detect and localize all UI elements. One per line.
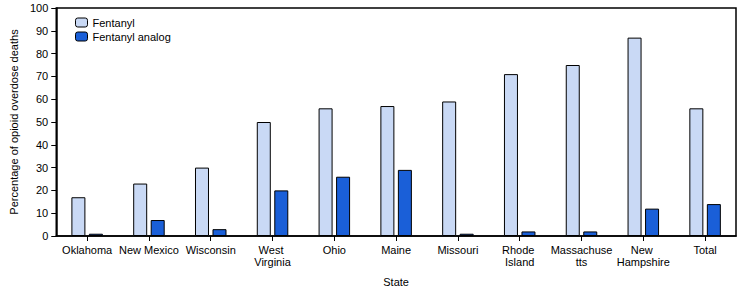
svg-text:0: 0 [42,230,48,242]
svg-text:Fentanyl: Fentanyl [93,17,135,29]
svg-text:Percentage of opioid overdose: Percentage of opioid overdose deaths [8,29,20,215]
svg-text:tts: tts [576,256,588,268]
svg-text:State: State [383,276,409,288]
svg-text:100: 100 [30,2,48,14]
svg-text:Hampshire: Hampshire [617,256,670,268]
svg-text:40: 40 [36,139,48,151]
svg-text:Island: Island [505,256,534,268]
svg-text:Oklahoma: Oklahoma [62,244,113,256]
svg-text:Fentanyl analog: Fentanyl analog [93,31,171,43]
svg-text:Rhode: Rhode [502,244,537,256]
svg-text:New Mexico: New Mexico [119,244,179,256]
svg-text:90: 90 [36,25,48,37]
svg-text:80: 80 [36,48,48,60]
svg-text:West: West [259,244,287,256]
svg-text:New: New [631,244,656,256]
svg-text:Wisconsin: Wisconsin [186,244,236,256]
svg-text:50: 50 [36,116,48,128]
svg-text:20: 20 [36,184,48,196]
svg-text:10: 10 [36,207,48,219]
svg-text:Total: Total [693,244,716,256]
svg-text:Virginia: Virginia [254,256,291,268]
svg-text:60: 60 [36,93,48,105]
svg-text:Missouri: Missouri [437,244,478,256]
svg-text:Maine: Maine [381,244,411,256]
svg-text:30: 30 [36,162,48,174]
svg-text:70: 70 [36,70,48,82]
svg-text:Massachuse: Massachuse [551,244,613,256]
svg-text:Ohio: Ohio [323,244,346,256]
